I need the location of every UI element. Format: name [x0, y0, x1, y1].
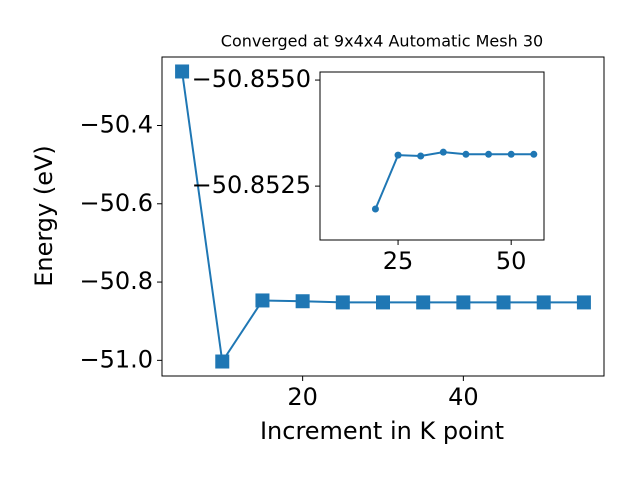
chart-title: Converged at 9x4x4 Automatic Mesh 30 [221, 32, 543, 51]
marker [485, 150, 493, 158]
x-tick-label: 40 [448, 383, 479, 411]
x-tick-label: 20 [287, 383, 318, 411]
marker [416, 295, 431, 310]
y-tick-label: −51.0 [79, 345, 153, 373]
inset-background [320, 72, 544, 240]
marker [394, 151, 402, 159]
marker [175, 64, 190, 79]
marker [255, 293, 270, 308]
x-axis-label: Increment in K point [260, 417, 504, 445]
marker [295, 294, 310, 309]
marker [496, 295, 511, 310]
plot-area [175, 64, 591, 369]
marker [576, 295, 591, 310]
y-tick-label: −50.8525 [192, 171, 311, 199]
x-tick-label: 25 [383, 247, 414, 275]
marker [456, 295, 471, 310]
y-tick-label: −50.4 [79, 110, 153, 138]
marker [439, 148, 447, 156]
marker [335, 295, 350, 310]
marker [462, 150, 470, 158]
marker [507, 150, 515, 158]
marker [536, 295, 551, 310]
marker [371, 205, 379, 213]
y-tick-label: −50.8550 [192, 65, 311, 93]
y-axis-label: Energy (eV) [30, 145, 58, 287]
axes-frame [319, 71, 545, 241]
y-tick-label: −50.8 [79, 267, 153, 295]
x-tick-label: 50 [496, 247, 527, 275]
marker [530, 150, 538, 158]
series-line [374, 151, 534, 210]
axes-frame [161, 56, 605, 377]
marker [376, 295, 390, 310]
marker [417, 152, 425, 160]
y-tick-label: −50.6 [79, 189, 153, 217]
marker [215, 354, 230, 369]
plot-area [371, 148, 538, 213]
